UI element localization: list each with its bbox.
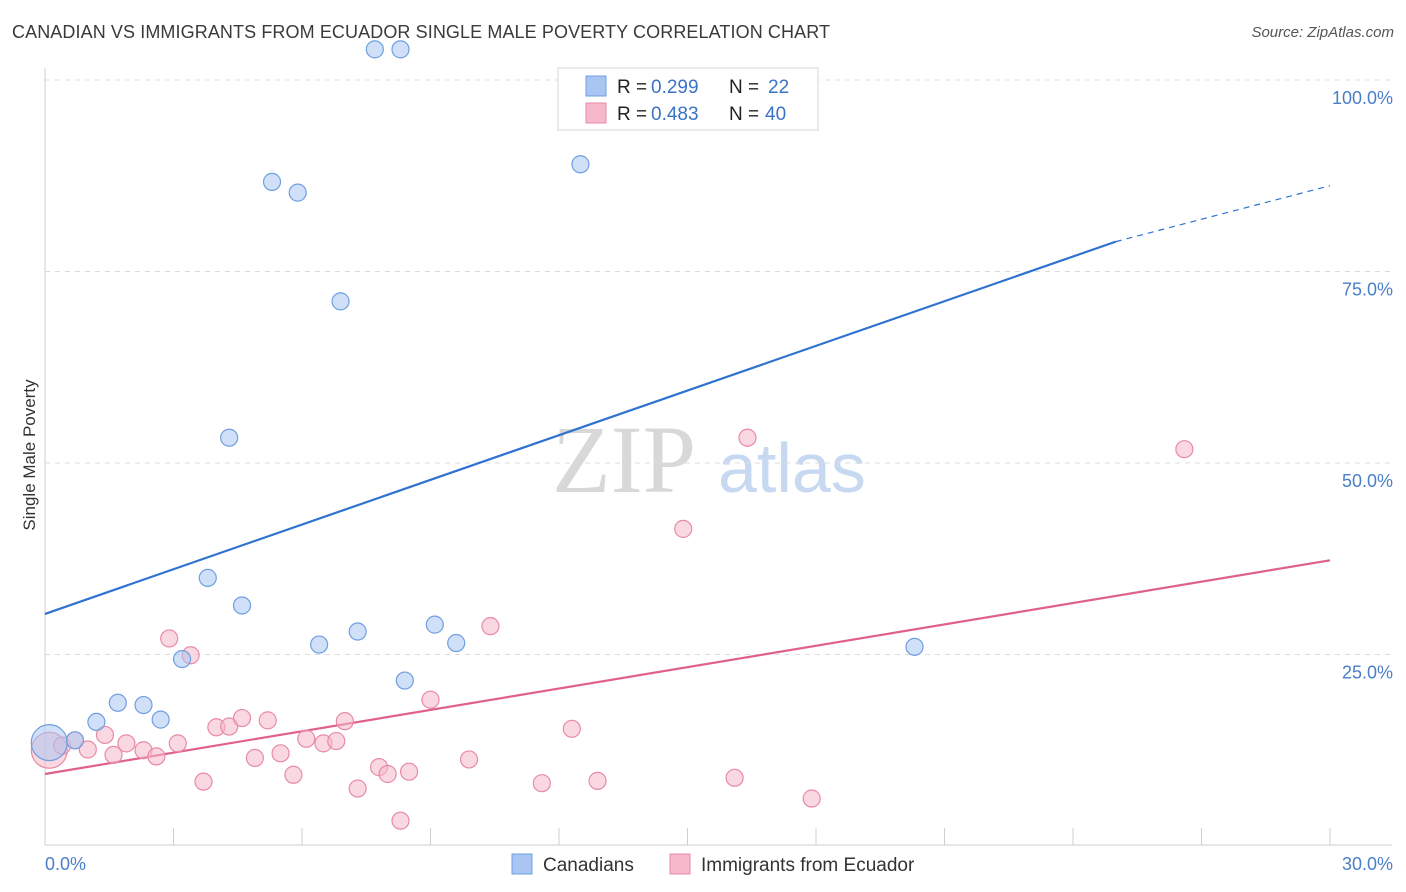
ecuador-point-5 [104, 745, 123, 764]
ecuador-point-35 [674, 519, 693, 538]
ecuador-point-32 [532, 774, 551, 793]
ecuador-point-15 [232, 708, 252, 728]
ecuador-point-16 [245, 748, 264, 768]
canadians-point-8 [220, 428, 239, 447]
ecuador-point-31 [481, 617, 500, 636]
ecuador-point-24 [348, 779, 367, 798]
canadians-point-15 [365, 40, 384, 59]
legend-n-value-2: 40 [765, 104, 786, 125]
series-legend: Canadians Immigrants from Ecuador [511, 853, 915, 876]
ecuador-point-17 [258, 711, 277, 730]
y-tick-label-1: 50.0% [1342, 471, 1393, 491]
canadians-point-5 [151, 710, 170, 729]
ecuador-point-33 [562, 719, 581, 738]
legend-r-label-1: R = [617, 77, 647, 98]
ecuador-point-36 [725, 768, 744, 787]
ecuador-point-12 [194, 772, 213, 791]
canadians-point-21 [905, 637, 924, 656]
legend-n-label-1: N = [729, 77, 759, 98]
x-tick-labels: 0.0% 30.0% [45, 854, 1393, 874]
y-tick-label-3: 100.0% [1332, 88, 1393, 108]
canadians-point-3 [108, 693, 127, 712]
ecuador-point-9 [160, 629, 179, 648]
canadians-point-4 [134, 695, 153, 715]
trend-lines [44, 185, 1331, 776]
canadians-point-2 [87, 712, 106, 732]
legend-swatch-canadians [585, 75, 607, 97]
x-tick-label-0: 0.0% [45, 854, 86, 874]
bottom-legend-swatch-canadians [511, 853, 533, 875]
trend-line-0 [44, 240, 1117, 615]
canadians-point-12 [310, 635, 329, 654]
ecuador-point-29 [421, 690, 440, 709]
ecuador-point-3 [78, 740, 97, 759]
canadians-point-1 [65, 731, 85, 750]
ecuador-point-23 [335, 712, 354, 731]
y-tick-labels: 25.0% 50.0% 75.0% 100.0% [1332, 88, 1393, 683]
legend-n-label-2: N = [729, 104, 759, 125]
bottom-legend-canadians: Canadians [543, 855, 634, 876]
legend-r-label-2: R = [617, 104, 647, 125]
y-tick-label-0: 25.0% [1342, 663, 1393, 683]
gridlines [45, 79, 1392, 655]
ecuador-point-6 [117, 734, 136, 753]
legend-r-value-2: 0.483 [651, 104, 699, 125]
bottom-legend-swatch-ecuador [669, 853, 691, 875]
ecuador-point-20 [297, 729, 316, 748]
legend-r-value-1: 0.299 [651, 77, 699, 98]
axes [44, 68, 1392, 846]
ecuador-point-14 [220, 717, 239, 736]
canadians-point-18 [425, 615, 444, 634]
canadians-point-11 [288, 183, 307, 202]
ecuador-point-18 [271, 744, 290, 763]
ecuador-point-26 [378, 764, 397, 784]
ecuador-point-28 [399, 762, 419, 781]
ecuador-point-34 [588, 771, 607, 790]
x-tick-label-1: 30.0% [1342, 854, 1393, 874]
canadians-point-20 [571, 155, 590, 174]
stats-legend: R = 0.299 N = 22 R = 0.483 N = 40 [557, 67, 819, 131]
trend-line-1 [44, 559, 1331, 776]
chart-title: CANADIAN VS IMMIGRANTS FROM ECUADOR SING… [12, 22, 831, 42]
ecuador-point-8 [147, 747, 166, 766]
canadians-point-17 [395, 671, 414, 690]
data-points [30, 40, 1194, 830]
canadians-point-19 [447, 633, 466, 653]
source-credit: Source: ZipAtlas.com [1251, 24, 1394, 41]
ecuador-point-19 [284, 765, 303, 784]
ecuador-point-27 [391, 811, 410, 830]
canadians-point-9 [232, 596, 252, 615]
legend-swatch-ecuador [585, 102, 607, 124]
y-axis-label: Single Male Poverty [20, 379, 39, 531]
canadians-point-6 [172, 649, 192, 669]
ecuador-point-4 [95, 725, 115, 745]
legend-n-value-1: 22 [768, 77, 789, 98]
ecuador-point-39 [1175, 440, 1194, 459]
bottom-legend-ecuador: Immigrants from Ecuador [701, 855, 915, 876]
canadians-point-16 [391, 40, 410, 59]
canadians-point-13 [331, 292, 350, 311]
watermark-zip: ZIP [552, 406, 696, 513]
canadians-point-0 [30, 723, 68, 762]
canadians-point-10 [262, 172, 282, 191]
ecuador-point-37 [738, 428, 757, 447]
canadians-point-14 [348, 622, 367, 641]
ecuador-point-30 [459, 750, 479, 769]
ecuador-point-38 [802, 789, 821, 808]
y-tick-label-2: 75.0% [1342, 280, 1393, 300]
canadians-point-7 [198, 568, 217, 588]
ecuador-point-10 [168, 734, 187, 753]
ecuador-point-22 [327, 731, 346, 751]
trend-line-extension-0 [1115, 185, 1331, 243]
